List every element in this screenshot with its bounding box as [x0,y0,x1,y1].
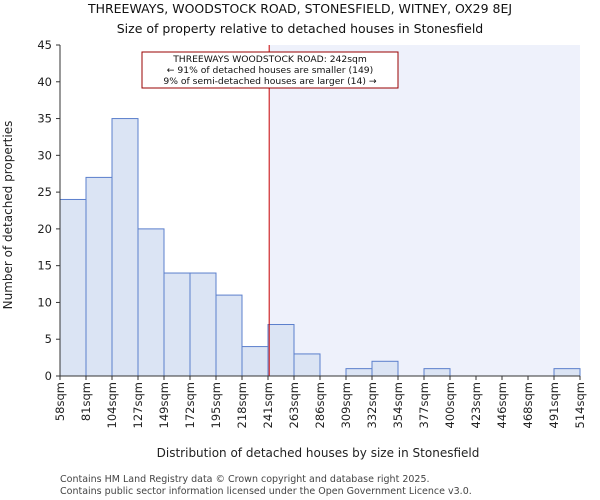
x-tick-label: 172sqm [183,382,197,428]
x-tick-label: 263sqm [287,382,301,428]
bar [189,272,217,377]
y-tick-label: 20 [37,222,52,236]
bar [215,294,243,377]
x-tick-label: 81sqm [79,382,93,421]
y-tick-label: 35 [37,112,52,126]
x-tick-label: 332sqm [365,382,379,428]
x-tick-label: 195sqm [209,382,223,428]
bar [267,324,295,377]
bar [345,368,373,377]
y-tick-label: 5 [45,332,52,346]
footer-line-2: Contains public sector information licen… [60,486,472,497]
y-tick-label: 40 [37,75,52,89]
bar [293,353,321,377]
bar [163,272,191,377]
x-tick-label: 104sqm [105,382,119,428]
chart-title: THREEWAYS, WOODSTOCK ROAD, STONESFIELD, … [87,1,512,16]
bar [371,360,399,377]
above-marker-region [269,45,580,376]
x-tick-label: 58sqm [53,382,67,421]
x-tick-label: 309sqm [339,382,353,428]
annotation-line-1: THREEWAYS WOODSTOCK ROAD: 242sqm [172,54,367,65]
x-tick-label: 423sqm [469,382,483,428]
x-axis-label: Distribution of detached houses by size … [157,446,480,460]
x-tick-label: 446sqm [495,382,509,428]
x-tick-label: 241sqm [261,382,275,428]
y-axis-label: Number of detached properties [1,121,15,310]
x-tick-label: 468sqm [521,382,535,428]
bar [423,368,451,377]
chart-subtitle: Size of property relative to detached ho… [117,21,484,36]
x-tick-label: 218sqm [235,382,249,428]
y-tick-label: 30 [37,148,52,162]
x-tick-label: 400sqm [443,382,457,428]
annotation-line-3: 9% of semi-detached houses are larger (1… [163,76,376,87]
bar [85,176,113,377]
bar [553,368,581,377]
x-tick-label: 491sqm [547,382,561,428]
y-tick-label: 10 [37,295,52,309]
bar [59,198,87,377]
y-tick-label: 0 [45,369,52,383]
x-axis: 58sqm 81sqm 104sqm 127sqm 149sqm 172sqm 195sqm… [53,375,587,428]
footer-line-1: Contains HM Land Registry data © Crown c… [60,474,430,485]
bars [59,118,581,377]
x-tick-label: 377sqm [417,382,431,428]
bar [137,228,165,377]
x-tick-label: 149sqm [157,382,171,428]
bar [111,118,139,377]
x-tick-label: 286sqm [313,382,327,428]
y-tick-label: 45 [37,38,52,52]
annotation-line-2: ← 91% of detached houses are smaller (14… [167,65,373,76]
y-tick-label: 15 [37,259,52,273]
x-tick-label: 514sqm [573,382,587,428]
annotation-box [141,51,399,89]
bar [241,346,269,377]
x-tick-label: 354sqm [391,382,405,428]
y-axis: 0 5 10 15 20 25 30 35 40 45 [37,38,61,383]
y-tick-label: 25 [37,185,52,199]
x-tick-label: 127sqm [131,382,145,428]
